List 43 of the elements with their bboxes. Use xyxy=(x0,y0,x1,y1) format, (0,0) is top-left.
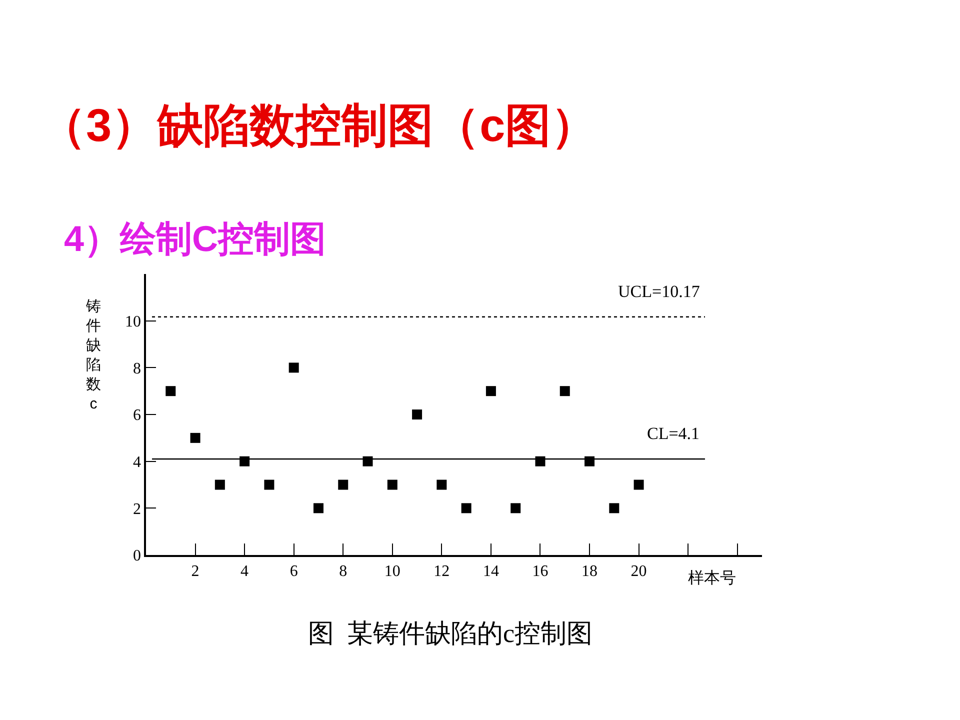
y-tick-label: 10 xyxy=(125,313,142,330)
point xyxy=(535,456,546,466)
y-tick-label: 4 xyxy=(133,454,142,471)
y-axis-title: 铸件缺陷数c xyxy=(85,298,101,412)
point xyxy=(338,480,348,490)
x-axis-title: 样本号 xyxy=(688,569,736,587)
ref-line-label: UCL=10.17 xyxy=(618,282,700,301)
y-tick-label: 2 xyxy=(133,500,142,518)
point xyxy=(264,480,274,490)
point xyxy=(584,456,595,466)
point xyxy=(560,386,570,396)
point xyxy=(412,410,422,420)
y-tick-label: 0 xyxy=(133,548,142,565)
x-tick-label: 10 xyxy=(384,562,400,580)
point xyxy=(240,456,250,466)
point xyxy=(436,480,447,490)
point xyxy=(609,503,620,514)
point xyxy=(634,480,644,490)
point xyxy=(190,432,200,443)
point xyxy=(461,503,472,514)
x-tick-label: 8 xyxy=(339,562,348,580)
x-tick-label: 2 xyxy=(191,562,200,580)
point xyxy=(288,362,299,373)
point xyxy=(387,480,398,490)
x-tick-label: 16 xyxy=(532,562,548,580)
x-tick-label: 4 xyxy=(240,562,249,580)
point xyxy=(486,386,496,396)
point xyxy=(166,386,176,396)
x-tick-label: 20 xyxy=(630,562,647,580)
x-tick-label: 6 xyxy=(290,562,298,580)
point xyxy=(362,456,373,466)
x-tick-label: 18 xyxy=(582,562,598,580)
y-tick-label: 8 xyxy=(133,360,142,378)
chart-title: （3）缺陷数控制图（c图） xyxy=(40,99,598,152)
point xyxy=(313,503,324,514)
y-tick-label: 6 xyxy=(133,407,142,424)
text: 图 某铸件缺陷的c控制图 xyxy=(308,619,593,648)
point xyxy=(214,480,225,490)
x-tick-label: 12 xyxy=(434,562,450,580)
point xyxy=(510,503,521,514)
ref-line-label: CL=4.1 xyxy=(647,424,700,443)
x-tick-label: 14 xyxy=(482,562,499,580)
chart-subtitle: 4）绘制C控制图 xyxy=(64,218,326,259)
